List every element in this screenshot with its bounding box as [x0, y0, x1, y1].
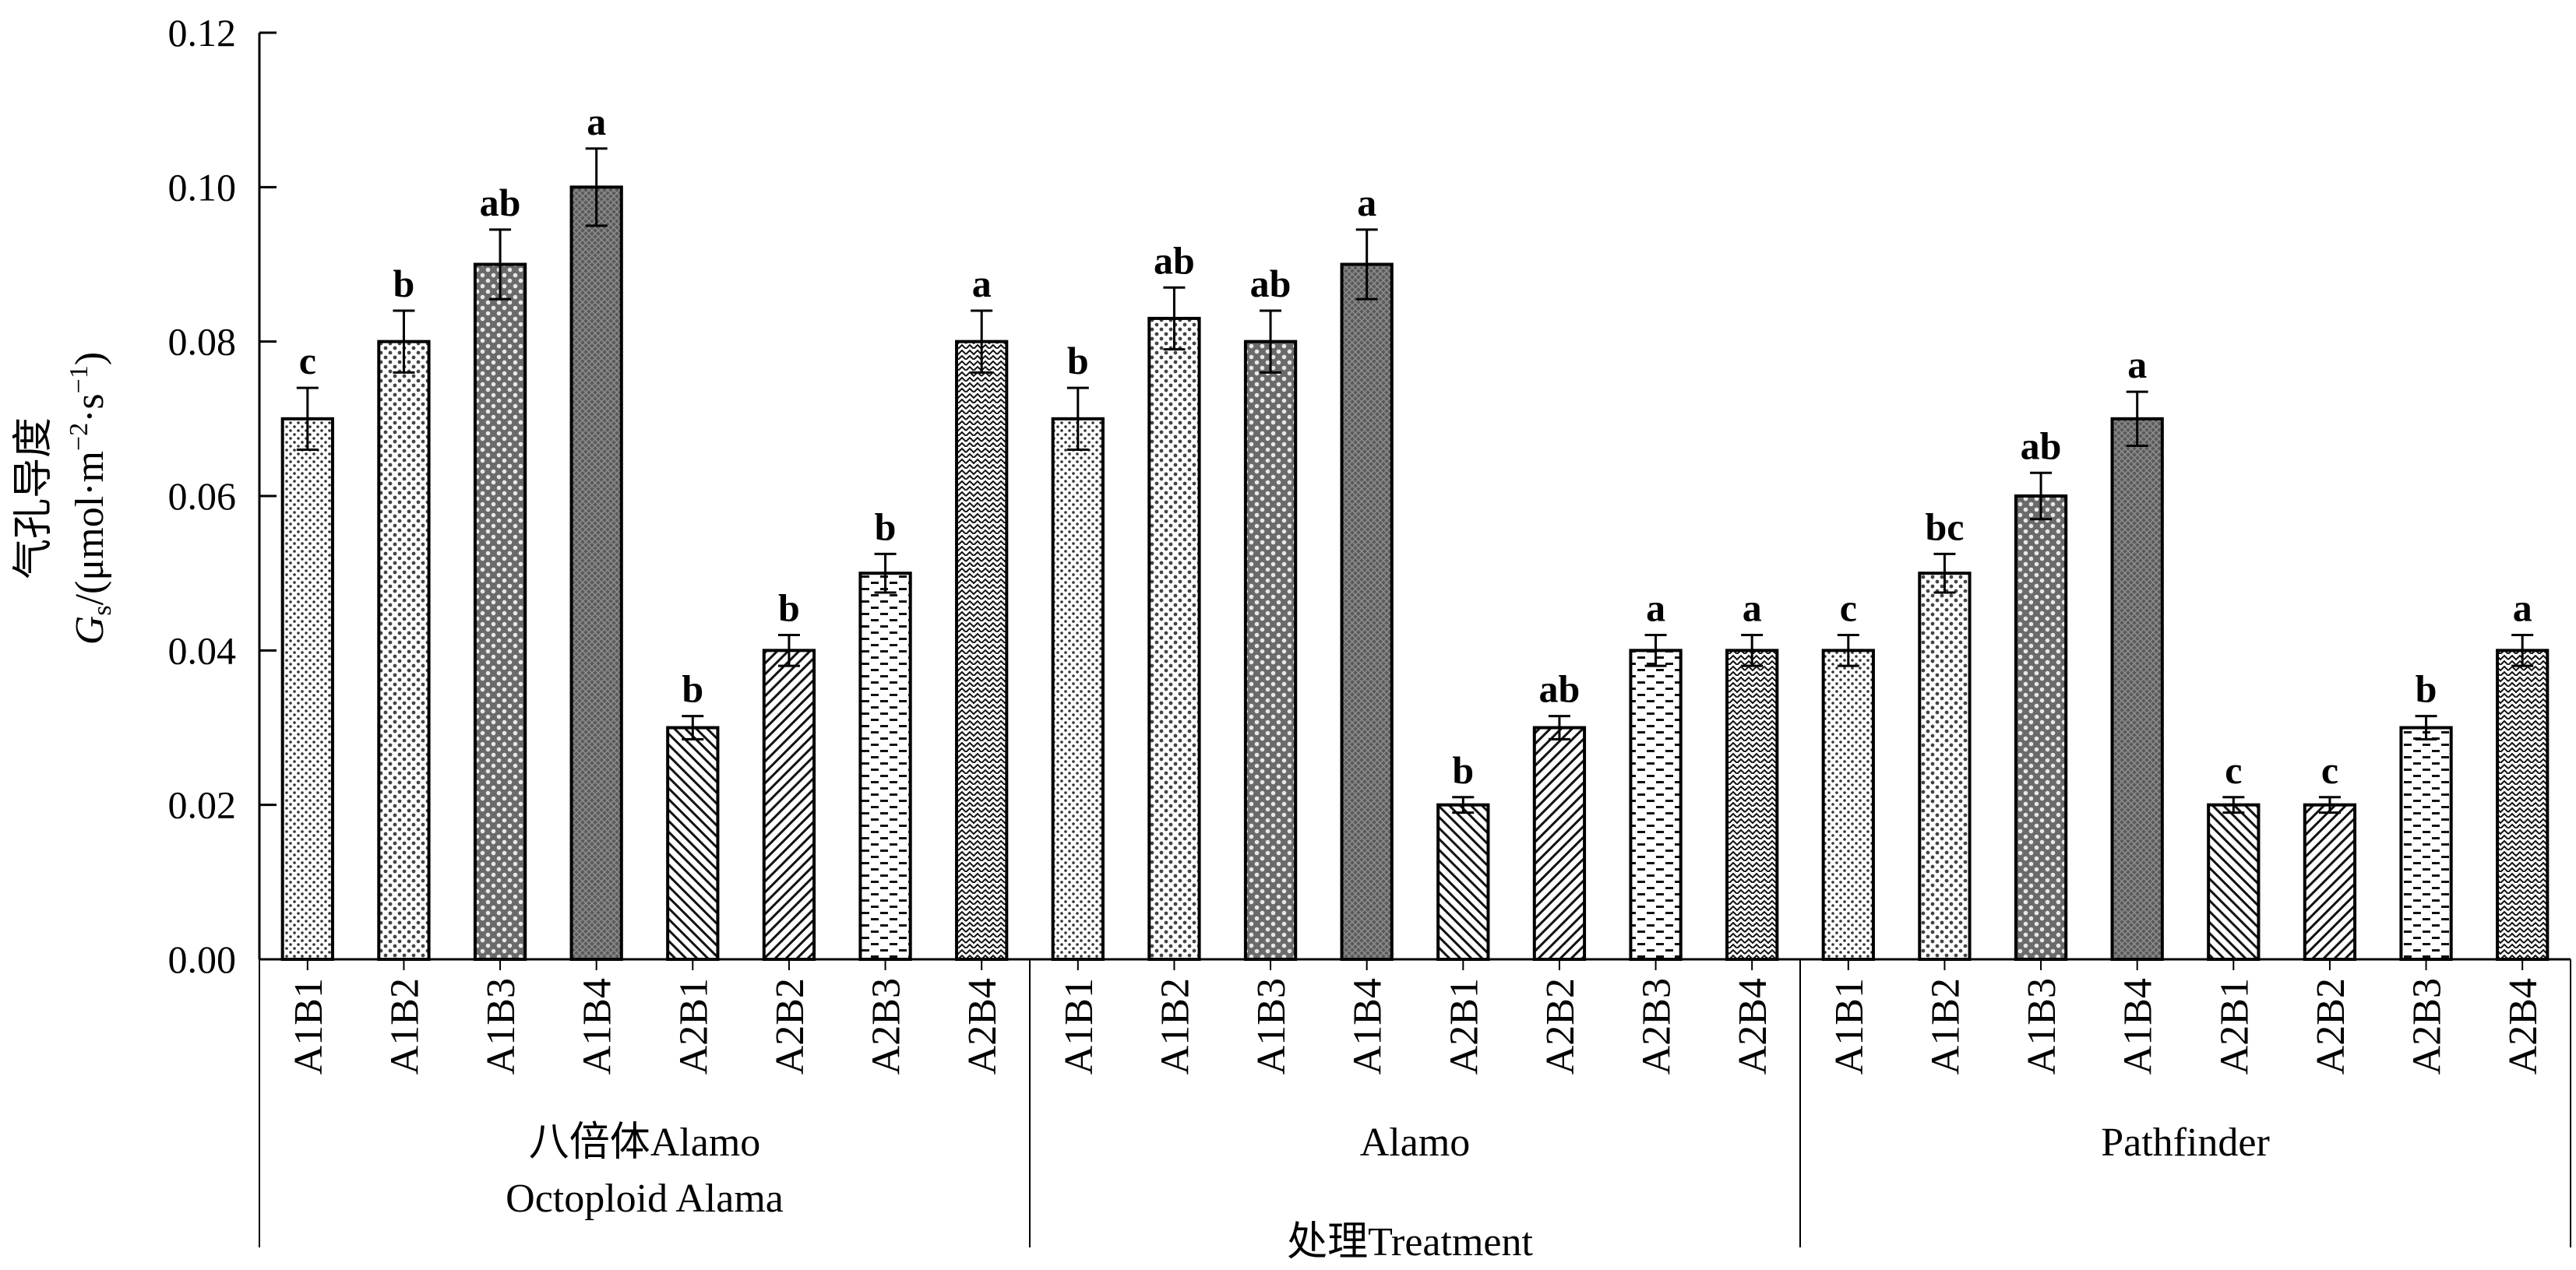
- bar: [1821, 649, 1875, 961]
- x-category-label: A1B4: [2116, 978, 2161, 1075]
- bar: [2014, 494, 2068, 961]
- x-category-label: A1B2: [382, 978, 427, 1075]
- x-category-label: A1B2: [1153, 978, 1197, 1075]
- significance-label: c: [2321, 748, 2338, 792]
- significance-label: b: [778, 586, 800, 630]
- x-category-label: A1B1: [1827, 978, 1872, 1075]
- bar: [569, 185, 623, 962]
- significance-label: ab: [1250, 262, 1292, 305]
- bar: [2303, 803, 2357, 961]
- x-category-label: A2B3: [1635, 978, 1679, 1075]
- group-labels: 八倍体Alamo Octoploid Alama Alamo Pathfinder: [259, 959, 2571, 1247]
- significance-label: c: [2225, 748, 2242, 792]
- significance-label: b: [682, 667, 703, 711]
- significance-label: b: [1067, 339, 1089, 382]
- significance-label: a: [1743, 586, 1762, 630]
- bar: [2110, 417, 2164, 961]
- y-axis-title-line1: 气孔导度: [12, 417, 56, 579]
- x-category-label: A2B2: [768, 978, 812, 1075]
- bar: [1436, 803, 1490, 961]
- y-axis-title-line2: Gs/(μmol·m−2·s−1): [65, 352, 117, 645]
- significance-label: b: [2416, 667, 2437, 711]
- significance-label: ab: [1154, 238, 1195, 282]
- y-tick-label: 0.02: [168, 783, 237, 827]
- y-tick-label: 0.06: [168, 474, 237, 518]
- x-category-label: A2B1: [2212, 978, 2257, 1075]
- x-category-label: A1B2: [1923, 978, 1968, 1075]
- x-category-label: A1B1: [1057, 978, 1101, 1075]
- y-tick-label: 0.04: [168, 628, 237, 672]
- group-label: Pathfinder: [2101, 1120, 2270, 1165]
- y-axis-title: 气孔导度 Gs/(μmol·m−2·s−1): [12, 352, 117, 645]
- x-category-label: A1B4: [1346, 978, 1390, 1075]
- y-tick-label: 0.08: [168, 320, 237, 364]
- bar: [1051, 417, 1105, 961]
- x-category-label: A2B3: [2405, 978, 2450, 1075]
- bar: [1532, 726, 1587, 961]
- x-axis-title: 处理Treatment: [1287, 1220, 1533, 1265]
- bar: [1147, 316, 1201, 961]
- x-category-label: A2B4: [1731, 978, 1775, 1075]
- significance-label: b: [393, 262, 415, 305]
- significance-label: ab: [2021, 424, 2062, 467]
- significance-label: bc: [1925, 505, 1964, 548]
- bar: [1243, 339, 1298, 961]
- bar: [858, 572, 912, 962]
- group-label: Octoploid Alama: [506, 1177, 784, 1221]
- significance-label: b: [1452, 748, 1474, 792]
- bar: [2496, 649, 2550, 961]
- bar: [377, 339, 431, 961]
- bar: [1725, 649, 1779, 961]
- x-category-label: A1B3: [479, 978, 523, 1075]
- x-category-label: A1B1: [287, 978, 331, 1075]
- significance-label: ab: [480, 181, 521, 224]
- x-category-label: A1B4: [576, 978, 620, 1075]
- x-category-label: A1B3: [2020, 978, 2064, 1075]
- bar: [2207, 803, 2261, 961]
- significance-label: a: [1646, 586, 1665, 630]
- group-label: 八倍体Alamo: [529, 1120, 761, 1165]
- bar: [762, 649, 816, 961]
- significance-label: c: [1840, 586, 1857, 630]
- y-tick-label: 0.12: [168, 11, 237, 55]
- significance-label: a: [2513, 586, 2532, 630]
- bar: [666, 726, 720, 961]
- bar: [955, 339, 1009, 961]
- y-axis-ticks: 0.00 0.02 0.04 0.06 0.08 0.10 0.12: [168, 11, 277, 981]
- significance-label: c: [299, 339, 316, 382]
- x-category-label: A2B3: [865, 978, 909, 1075]
- bar: [473, 262, 527, 961]
- x-axis-category-labels: A1B1 A1B2 A1B3 A1B4 A2B1 A2B2 A2B3 A2B4 A1B1 A1B2…: [287, 959, 2546, 1075]
- y-tick-label: 0.10: [168, 165, 237, 209]
- bar: [280, 417, 334, 961]
- group-label: Alamo: [1360, 1120, 1471, 1165]
- x-category-label: A2B2: [1538, 978, 1583, 1075]
- x-category-label: A2B2: [2309, 978, 2353, 1075]
- significance-label: a: [972, 262, 992, 305]
- x-category-label: A2B4: [2501, 978, 2546, 1075]
- bar: [1629, 649, 1683, 961]
- x-category-label: A2B1: [671, 978, 716, 1075]
- y-tick-label: 0.00: [168, 938, 237, 981]
- significance-label: a: [2127, 343, 2147, 386]
- x-category-label: A2B1: [1442, 978, 1486, 1075]
- x-category-label: A1B3: [1249, 978, 1294, 1075]
- significance-label: a: [1357, 181, 1376, 224]
- significance-label: ab: [1539, 667, 1580, 711]
- bar: [1918, 572, 1972, 962]
- bar: [2399, 726, 2453, 961]
- significance-label: b: [875, 505, 897, 548]
- significance-label: a: [587, 100, 606, 143]
- bar: [1340, 262, 1394, 961]
- x-category-label: A2B4: [960, 978, 1005, 1075]
